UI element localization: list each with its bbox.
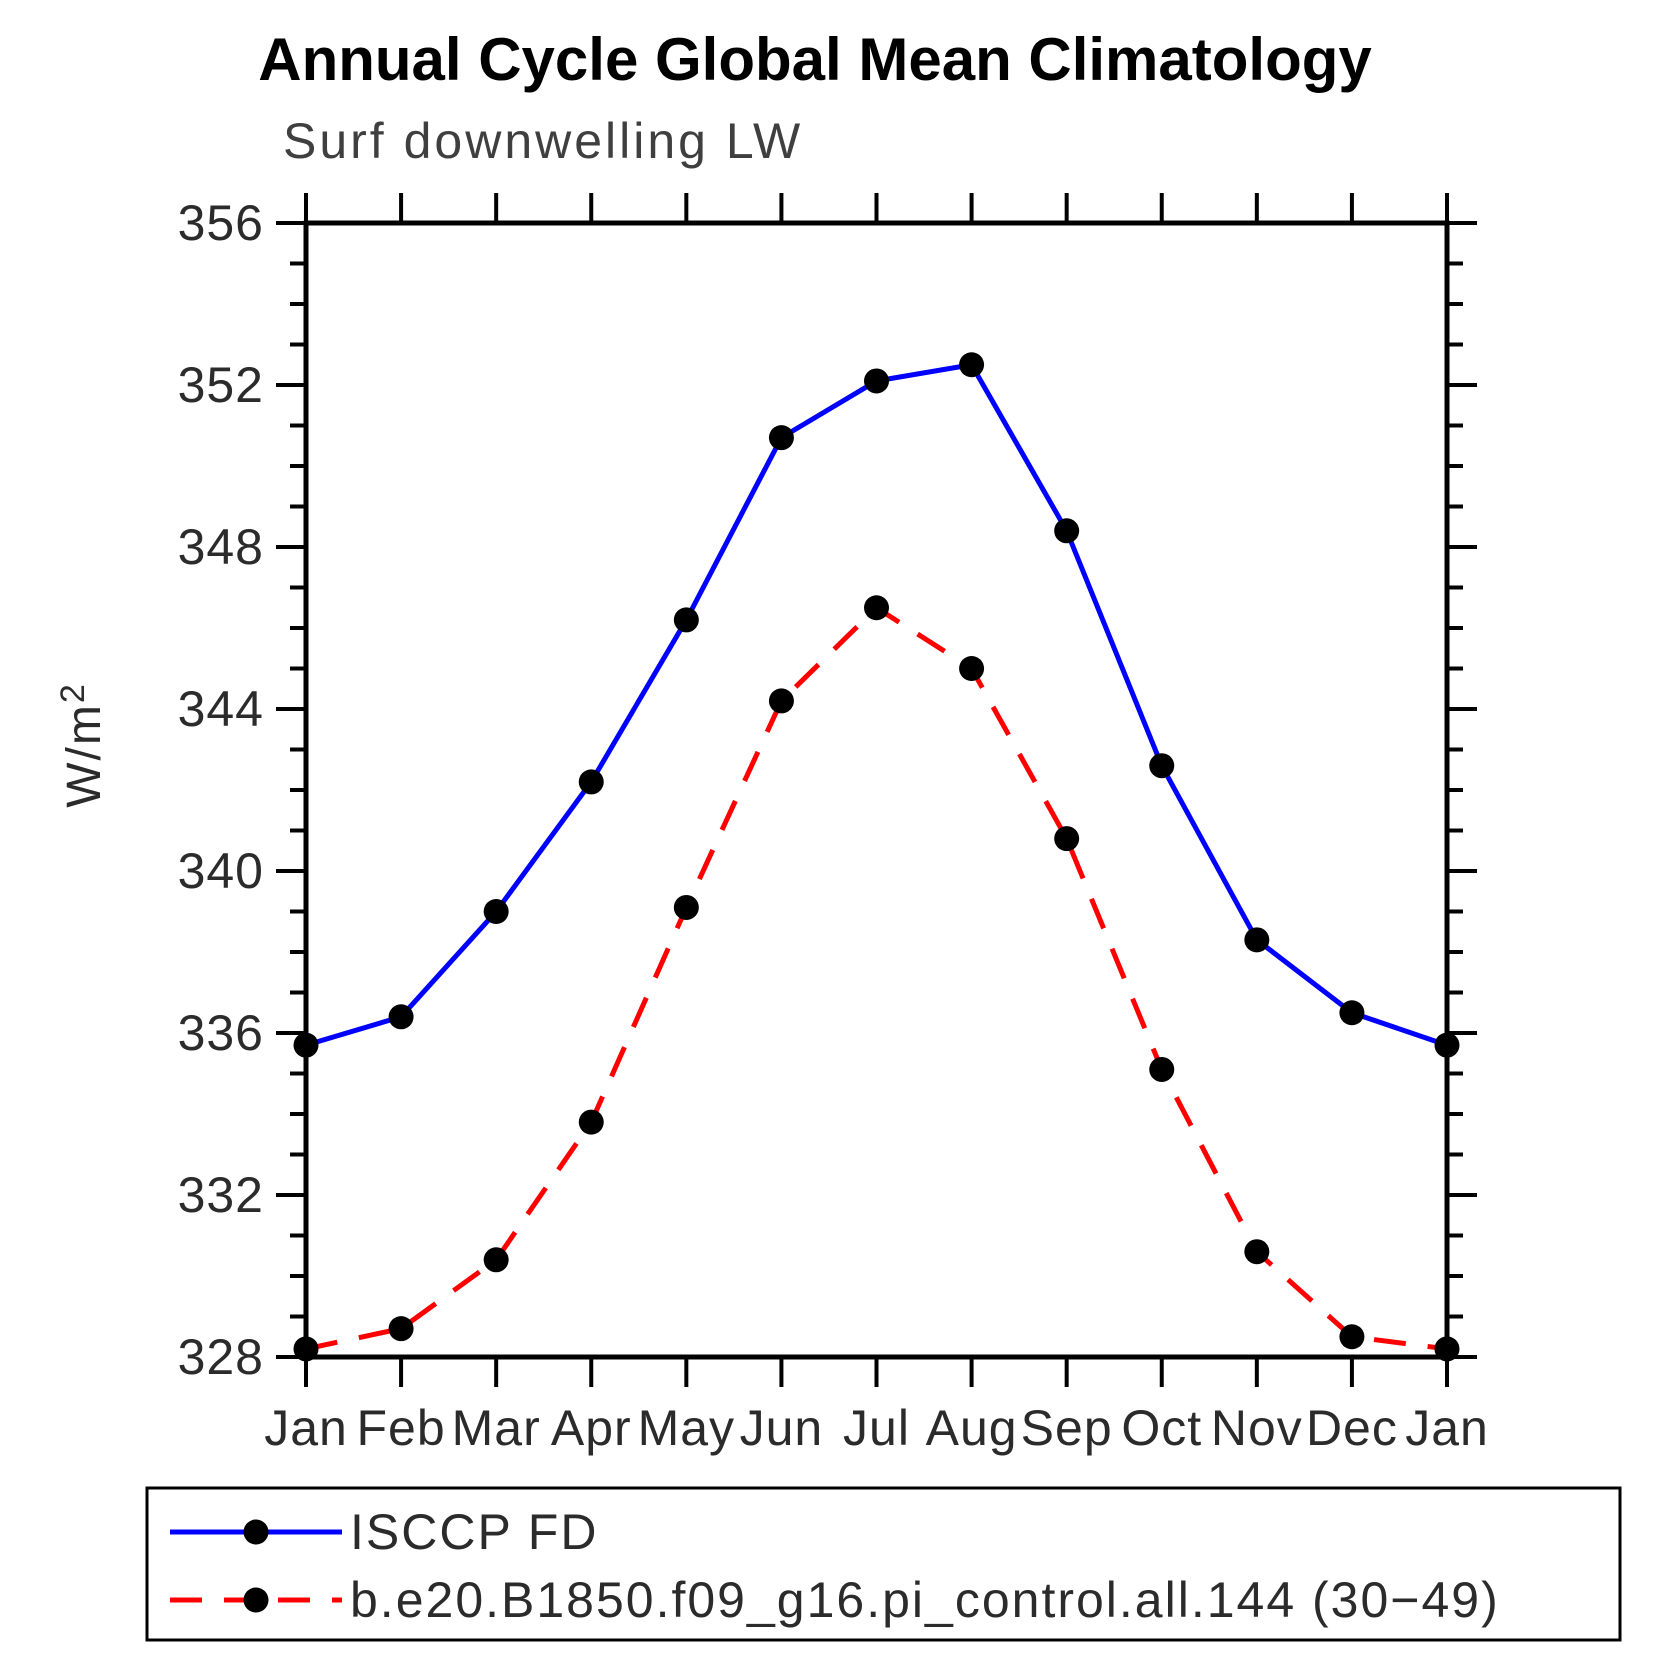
chart-subtitle: Surf downwelling LW xyxy=(283,113,803,169)
x-tick-label: Jul xyxy=(843,1400,910,1456)
x-tick-label: Dec xyxy=(1306,1400,1398,1456)
data-point-marker xyxy=(673,607,699,633)
series-line-isccp xyxy=(305,361,1448,1048)
legend-entry-label: b.e20.B1850.f09_g16.pi_control.all.144 (… xyxy=(350,1572,1500,1628)
legend-entry-label: ISCCP FD xyxy=(350,1504,598,1560)
y-axis-title: W/m2 xyxy=(54,682,111,808)
data-point-marker xyxy=(388,1316,414,1342)
x-tick-label: Sep xyxy=(1021,1400,1113,1456)
data-series xyxy=(293,352,1460,1362)
y-tick-label: 352 xyxy=(178,357,264,413)
y-tick-label: 348 xyxy=(178,519,264,575)
data-point-marker xyxy=(959,656,985,681)
data-point-marker xyxy=(864,368,889,394)
data-point-marker xyxy=(578,769,604,795)
legend-marker xyxy=(243,1519,269,1545)
x-tick-label: Jan xyxy=(1405,1400,1489,1456)
y-tick-label: 332 xyxy=(178,1167,264,1223)
data-point-marker xyxy=(1339,1324,1365,1350)
data-point-marker xyxy=(293,1336,319,1362)
y-tick-label: 328 xyxy=(178,1329,264,1385)
legend-marker xyxy=(243,1587,269,1613)
x-tick-label: Feb xyxy=(356,1400,445,1456)
x-tick-label: May xyxy=(638,1400,735,1456)
x-tick-label: Jan xyxy=(264,1400,348,1456)
data-point-marker xyxy=(1339,1000,1365,1026)
data-point-marker xyxy=(768,688,794,714)
data-point-marker xyxy=(578,1109,604,1135)
legend-box xyxy=(145,1486,1622,1642)
chart-title: Annual Cycle Global Mean Climatology xyxy=(258,26,1372,93)
data-point-marker xyxy=(1149,1056,1175,1082)
x-tick-label: Oct xyxy=(1121,1400,1202,1456)
data-point-marker xyxy=(388,1004,414,1030)
data-point-marker xyxy=(959,352,985,378)
x-tick-label: Apr xyxy=(551,1400,632,1456)
x-tick-label: Nov xyxy=(1211,1400,1303,1456)
legend: ISCCP FD b.e20.B1850.f09_g16.pi_control.a… xyxy=(145,1486,1622,1642)
data-point-marker xyxy=(1244,1239,1270,1265)
y-tick-label: 336 xyxy=(178,1005,264,1061)
y-tick-label: 356 xyxy=(178,195,264,251)
data-point-marker xyxy=(1434,1336,1460,1362)
x-tick-label: Mar xyxy=(452,1400,541,1456)
data-point-marker xyxy=(673,894,699,920)
y-tick-label: 340 xyxy=(178,843,264,899)
data-point-marker xyxy=(483,1247,509,1273)
data-point-marker xyxy=(483,899,509,924)
series-line-model xyxy=(305,604,1448,1352)
data-point-marker xyxy=(768,425,794,451)
y-axis-title-sup: 2 xyxy=(54,682,92,703)
data-point-marker xyxy=(1434,1032,1460,1058)
data-point-marker xyxy=(293,1032,319,1058)
data-point-marker xyxy=(1054,826,1080,852)
y-tick-label: 344 xyxy=(178,681,264,737)
x-tick-label: Jun xyxy=(740,1400,824,1456)
data-point-marker xyxy=(1054,518,1080,544)
x-tick-label: Aug xyxy=(926,1400,1018,1456)
data-point-marker xyxy=(1244,927,1270,953)
data-point-marker xyxy=(864,595,889,621)
data-point-marker xyxy=(1149,753,1175,779)
